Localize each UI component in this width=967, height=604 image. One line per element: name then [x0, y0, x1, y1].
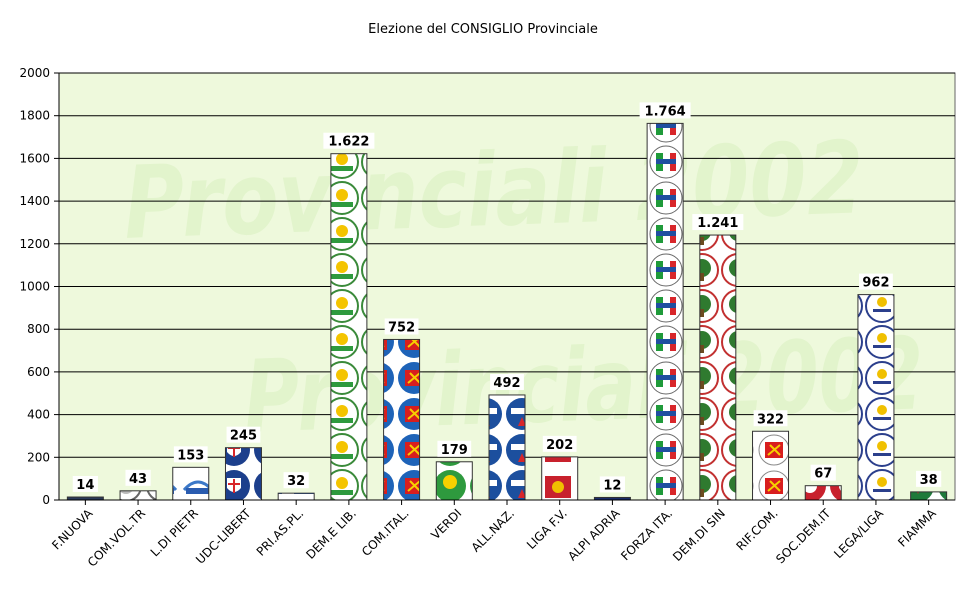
data-label-background [916, 470, 942, 487]
watermark-text: Provinciali 2002 [122, 119, 866, 262]
y-tick-label: 1200 [19, 237, 50, 251]
data-label-background [599, 476, 626, 493]
bar [488, 394, 526, 501]
data-label-background [72, 476, 98, 493]
data-label-background [639, 102, 691, 119]
data-label: 1.622 [328, 135, 369, 150]
bar [172, 466, 210, 501]
data-label: 245 [230, 429, 257, 444]
data-label: 752 [388, 320, 415, 335]
data-label-background [542, 435, 577, 452]
y-tick-label: 1600 [19, 151, 50, 165]
bar [541, 456, 579, 501]
bar [224, 447, 262, 501]
bar [752, 430, 790, 501]
data-label-background [692, 214, 744, 231]
data-label: 14 [76, 478, 94, 493]
data-label-background [283, 472, 309, 489]
x-tick-label: ALL.NAZ. [469, 506, 518, 555]
bar [910, 491, 948, 501]
data-label-background [384, 318, 419, 335]
data-label: 1.764 [645, 104, 686, 119]
y-tick-label: 2000 [19, 66, 50, 80]
x-tick-label: RIF.COM. [734, 506, 781, 553]
x-tick-label: ALPI ADRIA [565, 506, 623, 564]
data-label-background [437, 440, 472, 457]
y-tick-label: 0 [42, 493, 50, 507]
data-label: 492 [493, 376, 520, 391]
x-tick-label: F.NUOVA [49, 506, 96, 553]
x-tick-label: DEM.E LIB. [303, 506, 359, 562]
x-tick-label: PRI.AS.PL. [254, 506, 307, 559]
y-tick-label: 400 [27, 408, 50, 422]
chart-title: Elezione del CONSIGLIO Provinciale [368, 22, 598, 37]
data-label: 67 [814, 467, 832, 482]
x-tick-label: COM.ITAL. [359, 506, 412, 559]
bar [435, 461, 473, 501]
y-axis: 0 200 400 600 800 1000 1200 1400 1600 1800 2000 [19, 66, 60, 507]
x-tick-label: LIGA F.V. [524, 506, 570, 552]
data-label-background [810, 464, 836, 481]
data-label: 12 [603, 478, 621, 493]
x-tick-label: SOC.DEM.IT [773, 506, 834, 567]
bar [277, 492, 315, 501]
data-label-background [125, 469, 151, 486]
data-label: 153 [177, 448, 204, 463]
data-label-background [173, 446, 208, 463]
x-tick-label: L.DI PIETR [148, 506, 201, 559]
y-tick-label: 800 [27, 322, 50, 336]
gridlines [59, 72, 955, 458]
bar [646, 122, 684, 501]
data-label-background [490, 373, 524, 390]
data-label: 38 [920, 473, 938, 488]
bar [330, 153, 368, 501]
bar [699, 234, 737, 501]
x-tick-label: DEM.DI SIN [670, 506, 728, 564]
y-tick-label: 1800 [19, 109, 50, 123]
x-tick-label: LEGA/LIGA [831, 506, 886, 561]
x-tick-label: UDC-LIBERT [193, 506, 254, 567]
plot-area: Provinciali 2002 Provinciali 2002 14 4315… [58, 72, 956, 501]
bar [383, 338, 421, 501]
data-label-background [323, 132, 375, 149]
x-tick-label: FORZA ITA. [618, 506, 675, 563]
value-labels: 14 43 153 245 32 1.622 752 179 492 202 12 1.764 1.24… [72, 102, 942, 493]
x-tick-label: FIAMMA [895, 506, 939, 550]
data-label-background [753, 410, 788, 427]
data-label: 202 [546, 438, 573, 453]
data-label: 1.241 [697, 216, 738, 231]
x-tick-label: VERDI [428, 506, 464, 542]
bar [119, 490, 157, 501]
y-tick-label: 1000 [19, 280, 50, 294]
data-label: 32 [287, 474, 305, 489]
bar [857, 294, 895, 501]
y-tick-label: 600 [27, 365, 50, 379]
bars [66, 122, 948, 501]
data-label: 179 [441, 443, 468, 458]
data-label: 322 [757, 412, 784, 427]
y-tick-label: 200 [27, 450, 50, 464]
data-label: 962 [862, 276, 889, 291]
bar [804, 485, 842, 501]
data-label-background [226, 426, 261, 443]
data-label-background [859, 273, 893, 290]
data-label: 43 [129, 472, 147, 487]
y-tick-label: 1400 [19, 194, 50, 208]
